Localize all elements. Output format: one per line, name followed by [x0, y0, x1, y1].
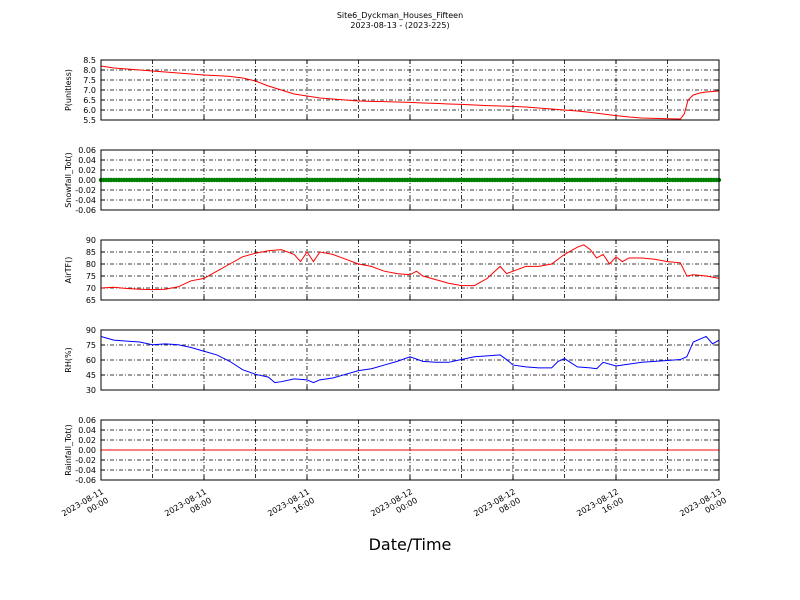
axes-frame [100, 419, 720, 481]
y-tick-label: 7.5 [83, 76, 96, 85]
x-axis-label: Date/Time [369, 535, 452, 554]
y-tick-label: 0.02 [78, 166, 96, 175]
y-axis-label: AirTF() [64, 257, 73, 284]
y-axis-label: Rainfall_Tot() [64, 424, 73, 476]
axes-frame [100, 149, 720, 211]
y-tick-label: -0.02 [75, 186, 96, 195]
y-axis-label: P(unitless) [64, 69, 73, 111]
chart-subtitle: 2023-08-13 - (2023-225) [350, 21, 450, 30]
y-tick-label: 70 [86, 284, 96, 293]
y-tick-label: 0.00 [78, 176, 96, 185]
y-tick-label: 8.5 [83, 56, 96, 65]
y-tick-label: -0.04 [75, 196, 96, 205]
y-tick-label: 45 [86, 371, 96, 380]
y-tick-label: 6.5 [83, 96, 96, 105]
y-tick-label: 0.04 [78, 426, 96, 435]
y-tick-label: 85 [86, 248, 96, 257]
series-line [100, 65, 720, 120]
y-tick-label: 0.04 [78, 156, 96, 165]
y-tick-label: 0.06 [78, 146, 96, 155]
series-line [100, 244, 720, 291]
y-tick-label: 5.5 [83, 116, 96, 125]
y-tick-label: 8.0 [83, 66, 96, 75]
y-tick-label: 90 [86, 326, 96, 335]
y-tick-label: -0.02 [75, 456, 96, 465]
y-tick-label: 0.02 [78, 436, 96, 445]
chart-title: Site6_Dyckman_Houses_Fifteen [336, 11, 464, 20]
y-tick-label: 6.0 [83, 106, 96, 115]
y-axis-label: RH(%) [64, 347, 73, 372]
axes-frame [100, 239, 720, 301]
axes-frame [100, 329, 720, 391]
y-tick-label: 0.06 [78, 416, 96, 425]
y-tick-label: 75 [86, 272, 96, 281]
y-tick-label: -0.06 [75, 206, 96, 215]
y-tick-label: 0.00 [78, 446, 96, 455]
series-line [100, 335, 720, 384]
y-tick-label: 75 [86, 341, 96, 350]
y-tick-label: 80 [86, 260, 96, 269]
y-tick-label: 60 [86, 356, 96, 365]
y-tick-label: -0.04 [75, 466, 96, 475]
y-tick-label: 7.0 [83, 86, 96, 95]
y-axis-label: Snowfall_Tot() [64, 152, 73, 208]
y-tick-label: 30 [86, 386, 96, 395]
y-tick-label: -0.06 [75, 476, 96, 485]
y-tick-label: 65 [86, 296, 96, 305]
y-tick-label: 90 [86, 236, 96, 245]
axes-frame [100, 59, 720, 121]
